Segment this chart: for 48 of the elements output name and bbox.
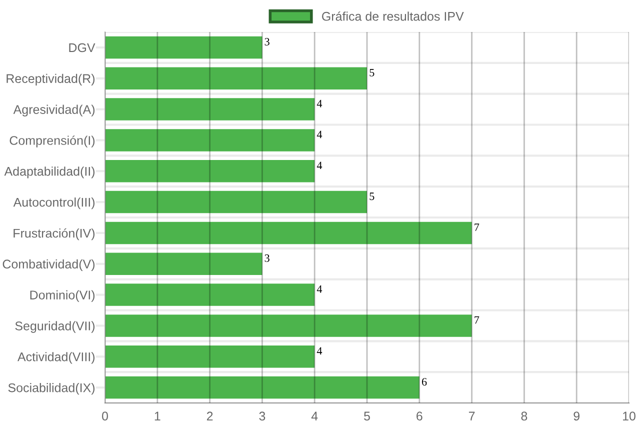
x-tick-label: 4 — [311, 412, 318, 420]
bar — [105, 129, 315, 152]
bar — [105, 160, 315, 182]
bar — [105, 67, 367, 90]
y-tick-label: Sociabilidad(IX) — [8, 383, 95, 395]
y-tick-label: Receptividad(R) — [6, 74, 95, 86]
bar — [105, 284, 315, 306]
data-label: 7 — [474, 224, 480, 231]
data-label: 3 — [264, 38, 270, 46]
data-label: 5 — [370, 69, 374, 76]
data-label: 4 — [316, 347, 322, 355]
x-tick-label: 1 — [154, 412, 160, 420]
y-tick-label: DGV — [69, 43, 96, 52]
x-tick-label: 6 — [416, 412, 422, 421]
x-tick-label: 10 — [623, 412, 636, 421]
y-tick-label: Combatividad(V) — [2, 259, 95, 271]
y-tick-label: Autocontrol(III) — [13, 198, 95, 210]
x-tick-label: 0 — [102, 412, 108, 421]
x-tick-label: 3 — [259, 412, 266, 421]
bar — [105, 314, 472, 337]
y-tick-label: Dominio(VI) — [30, 290, 95, 302]
y-tick-label: Seguridad(VII) — [15, 321, 95, 333]
bar — [105, 190, 367, 214]
bar — [105, 222, 472, 244]
x-tick-label: 7 — [468, 412, 475, 420]
bar — [105, 252, 262, 276]
bar — [105, 376, 420, 399]
data-label: 4 — [316, 285, 322, 293]
bar — [105, 345, 315, 368]
x-tick-label: 5 — [364, 412, 370, 421]
data-label: 4 — [316, 100, 322, 108]
y-tick-label: Frustración(IV) — [14, 228, 95, 240]
x-tick-label: 2 — [206, 412, 213, 420]
data-label: 5 — [370, 192, 374, 200]
data-label: 6 — [422, 378, 427, 386]
data-label: 7 — [474, 316, 480, 324]
x-tick-label: 9 — [574, 412, 580, 421]
x-tick-label: 8 — [521, 412, 528, 421]
data-label: 4 — [316, 130, 322, 138]
bar — [105, 36, 262, 59]
y-tick-label: Actividad(VIII) — [18, 352, 95, 364]
y-tick-label: Comprensión(I) — [10, 136, 95, 148]
legend-label: Gráfica de resultados IPV — [322, 11, 464, 21]
y-tick-label: Adaptabilidad(II) — [4, 166, 95, 178]
y-tick-label: Agresividad(A) — [13, 104, 95, 116]
data-label: 4 — [316, 162, 322, 170]
data-label: 3 — [264, 254, 270, 262]
bar — [105, 98, 315, 120]
